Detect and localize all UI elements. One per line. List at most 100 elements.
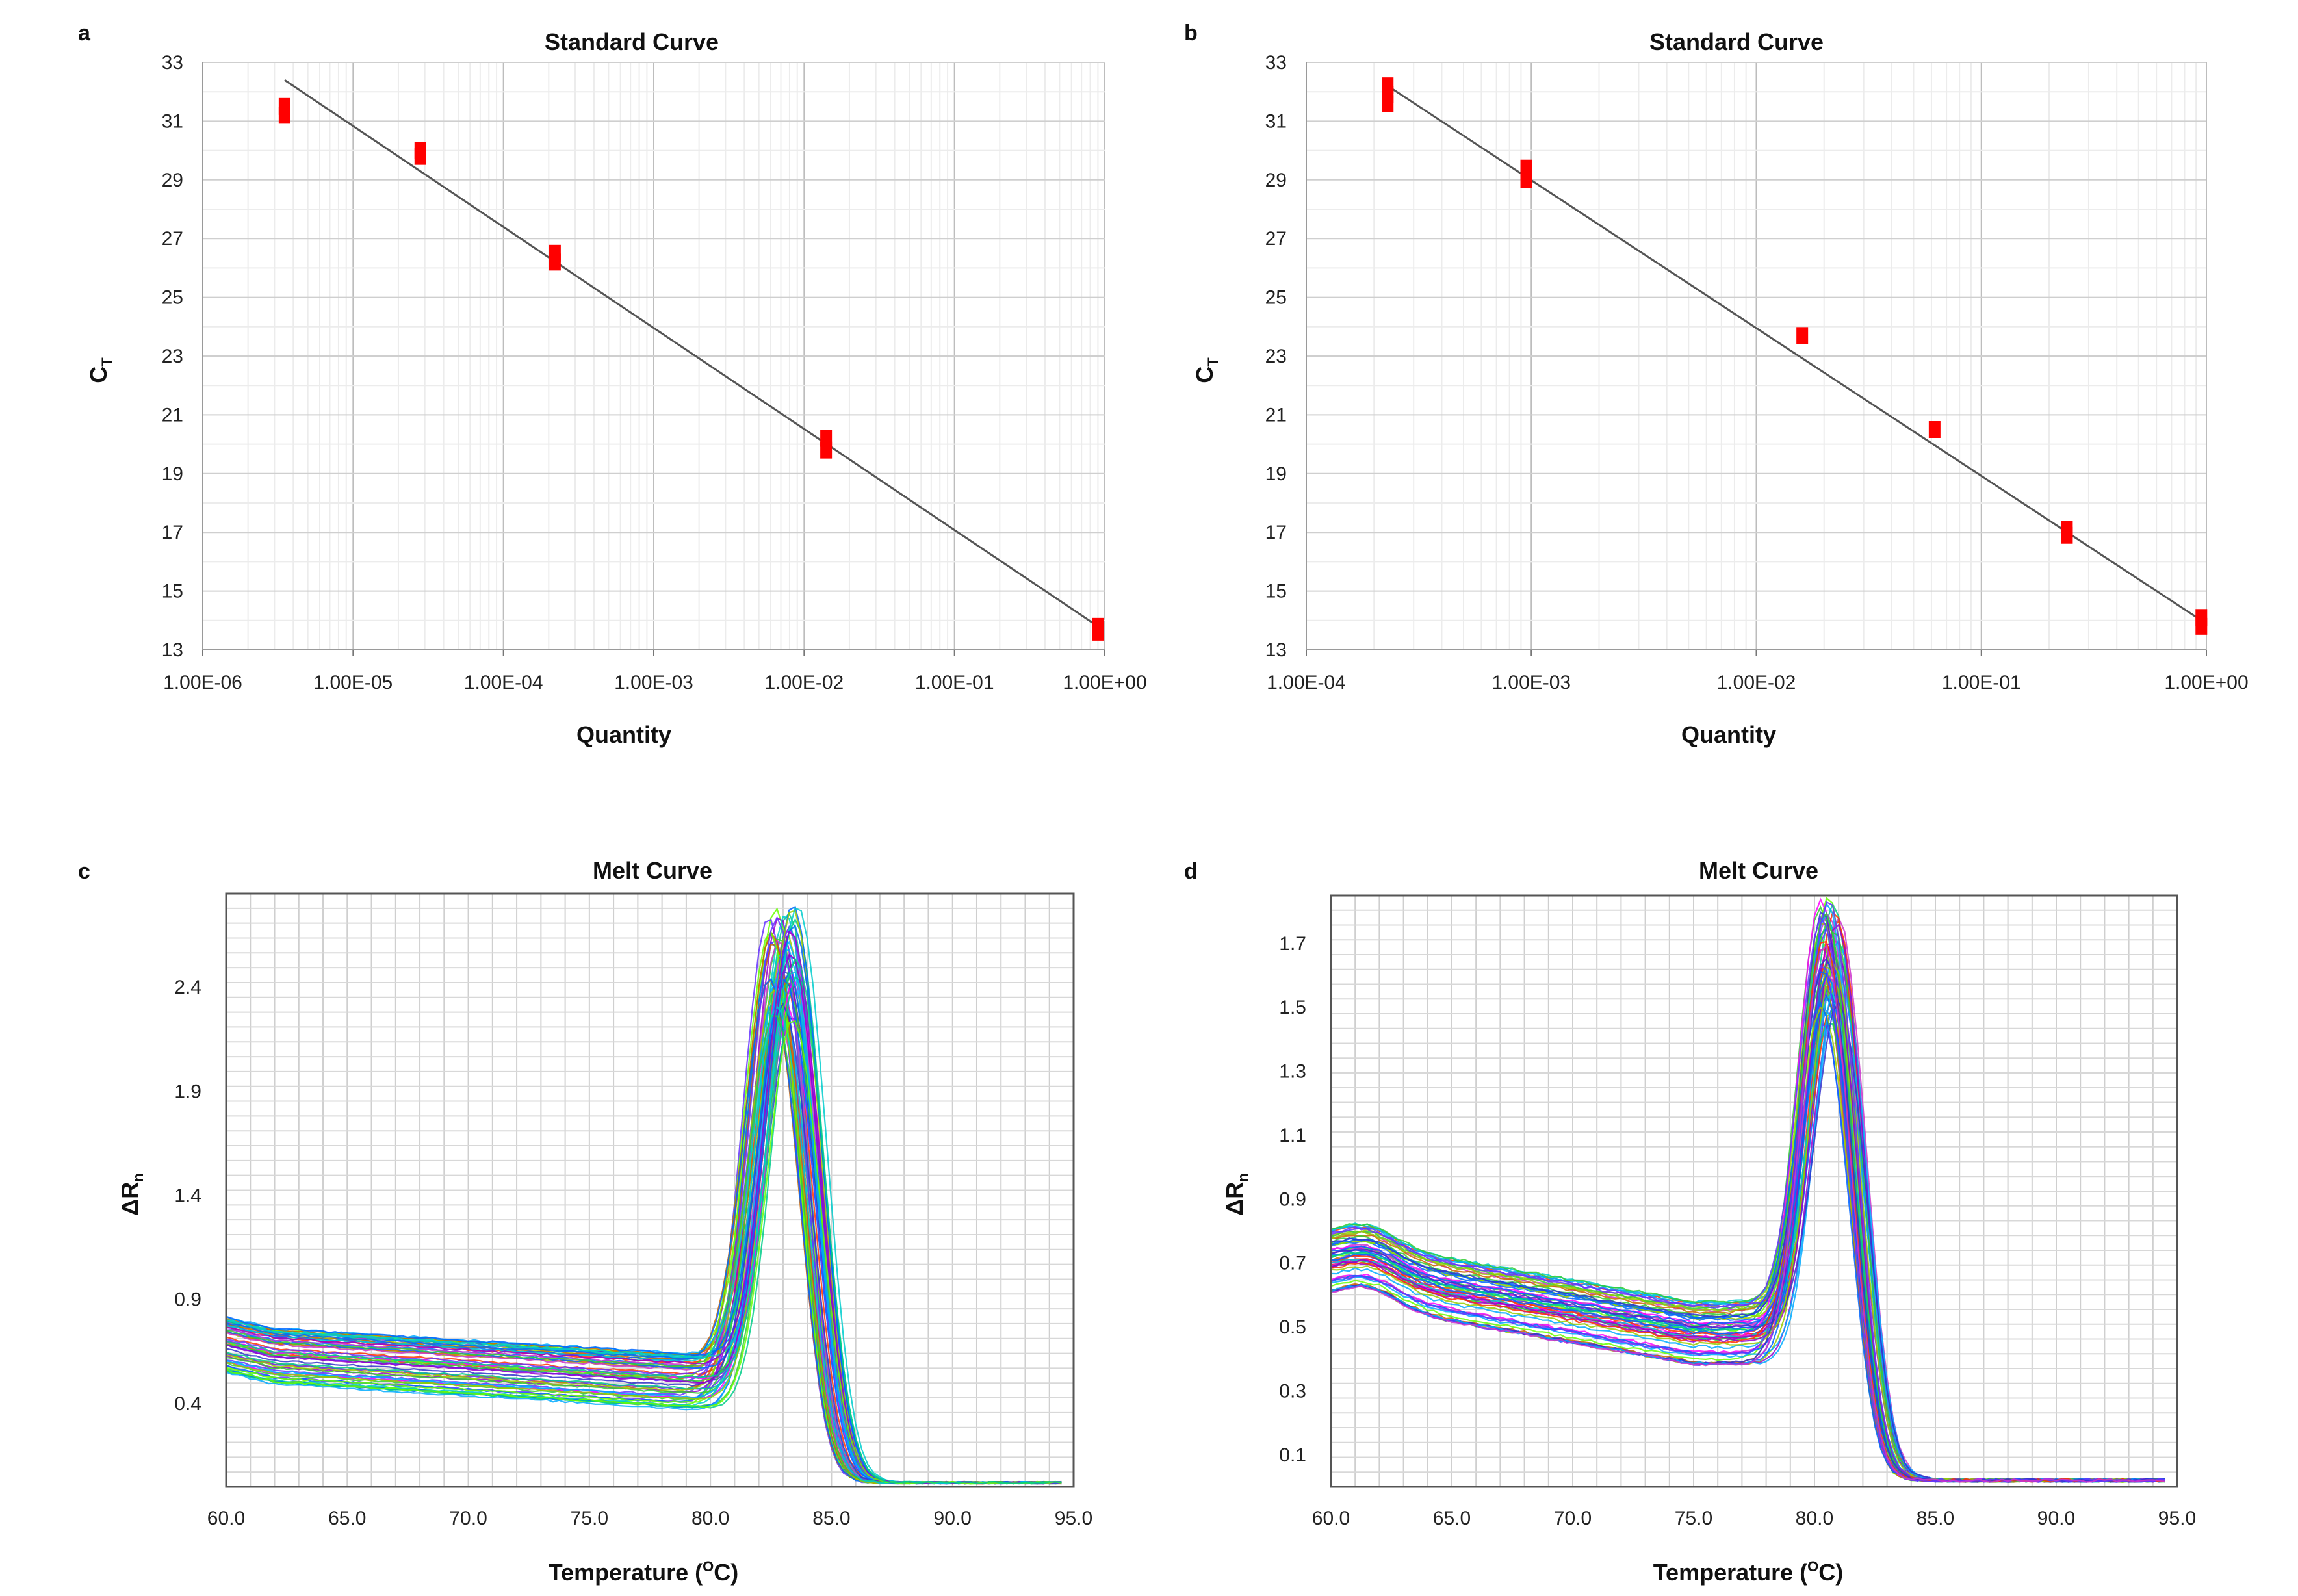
melt-curve [1330,1000,2165,1483]
y-tick-label: 23 [162,346,183,367]
y-tick-label: 25 [162,287,183,309]
x-tick-label: 65.0 [1433,1508,1471,1529]
melt-curve [1330,965,2165,1483]
chart-title-a: Standard Curve [545,29,719,55]
melt-curve [1330,1009,2165,1483]
y-tick-label: 25 [1265,287,1287,309]
x-tick-label: 1.00E-04 [464,672,543,693]
x-tick-label: 60.0 [1312,1508,1350,1529]
melt-curve [1330,994,2165,1483]
y-tick-label: 0.1 [1279,1445,1306,1466]
melt-curve [1330,934,2165,1483]
melt-curve [1330,940,2165,1483]
melt-curve [226,1002,1062,1485]
melt-curve [1330,1004,2165,1483]
x-tick-label: 1.00E-01 [1942,672,2021,693]
y-tick-label: 0.5 [1279,1317,1306,1338]
melt-curve [226,987,1062,1485]
x-axis-label-a: Quantity [576,721,671,748]
melt-curve [1330,901,2165,1483]
x-tick-label: 90.0 [934,1508,972,1529]
y-tick-label: 0.3 [1279,1380,1306,1402]
melt-curve [1330,974,2165,1483]
x-tick-label: 75.0 [1675,1508,1712,1529]
y-tick-label: 29 [162,170,183,191]
data-point [549,253,561,271]
melt-curve [1330,910,2165,1483]
y-tick-label: 1.5 [1279,997,1306,1018]
melt-curve [226,990,1062,1485]
x-tick-label: 80.0 [1796,1508,1833,1529]
melt-curve [1330,970,2165,1483]
melt-curve [226,976,1062,1485]
y-tick-label: 13 [162,639,183,661]
melt-curve [1330,1006,2165,1483]
melt-curve [1330,902,2165,1483]
y-tick-label: 19 [162,463,183,485]
melt-curve [1330,1001,2165,1483]
melt-curve [226,988,1062,1485]
plot-frame [225,892,1075,1488]
melt-curve [1331,994,2165,1483]
x-tick-label: 1.00E-02 [1717,672,1796,693]
data-point [2195,617,2208,635]
plot-area-c: 60.0 65.0 70.0 75.0 80.0 85.0 90.0 95.0 0.4 0.9 1.… [174,892,1092,1529]
y-axis-label-c: ΔRn [116,1173,146,1215]
melt-curve [226,957,1062,1484]
y-tick-label: 1.1 [1279,1125,1306,1146]
x-tick-label: 1.00E-04 [1267,672,1346,693]
data-point [1928,421,1941,438]
melt-curve [1330,960,2165,1483]
y-tick-label: 17 [1265,522,1287,543]
x-tick-label: 1.00E-02 [764,672,844,693]
x-tick-label: 95.0 [2158,1508,2196,1529]
melt-curve [1330,990,2165,1483]
melt-curve [1330,1001,2165,1483]
melt-curve [1330,959,2165,1483]
y-tick-label: 0.9 [174,1289,201,1311]
panel-letter-a: a [78,21,91,45]
melt-curve [1330,953,2165,1483]
panel-letter-c: c [78,859,90,884]
melt-curve [1330,966,2165,1483]
melt-curve [1330,942,2165,1483]
x-tick-label: 1.00E-05 [313,672,393,693]
melt-curve [226,1017,1062,1485]
y-tick-label: 1.7 [1279,933,1306,955]
y-tick-label: 0.9 [1279,1189,1306,1210]
melt-curve [226,979,1062,1485]
y-axis-label-a: CT [85,357,115,383]
melt-curve [1330,968,2165,1483]
melt-curve [1330,969,2165,1483]
melt-curve [1330,993,2165,1483]
melt-curve [1330,944,2165,1483]
x-tick-label: 85.0 [812,1508,850,1529]
data-point [414,148,426,165]
melt-curve [1330,992,2165,1483]
melt-curve [226,975,1062,1485]
panel-c: c Melt Curve 60.0 65.0 70.0 75.0 80.0 85.0 90.… [78,857,1092,1586]
melt-curve [1330,972,2165,1483]
melt-curve [1330,968,2165,1483]
chart-title-c: Melt Curve [593,857,712,884]
x-axis-label-d: Temperature (OC) [1653,1558,1844,1586]
melt-curve [1330,915,2165,1483]
y-tick-label: 2.4 [174,977,201,998]
melt-curve [226,978,1062,1485]
panel-a: a Standard Curve 1.00E-06 1.00E-05 1.00E-0… [78,21,1147,748]
panel-letter-d: d [1184,859,1198,884]
data-point [1796,327,1809,344]
x-tick-label: 70.0 [449,1508,487,1529]
data-point [1092,623,1104,641]
y-tick-label: 15 [1265,581,1287,602]
x-tick-label: 1.00E-01 [915,672,994,693]
y-tick-label: 17 [162,522,183,543]
melt-curve [226,1005,1062,1485]
x-tick-label: 75.0 [571,1508,608,1529]
y-tick-label: 1.4 [174,1185,201,1207]
x-tick-label: 65.0 [328,1508,366,1529]
melt-curve [1330,927,2165,1483]
panel-letter-b: b [1184,21,1198,45]
y-axis-label-b: CT [1191,357,1221,383]
